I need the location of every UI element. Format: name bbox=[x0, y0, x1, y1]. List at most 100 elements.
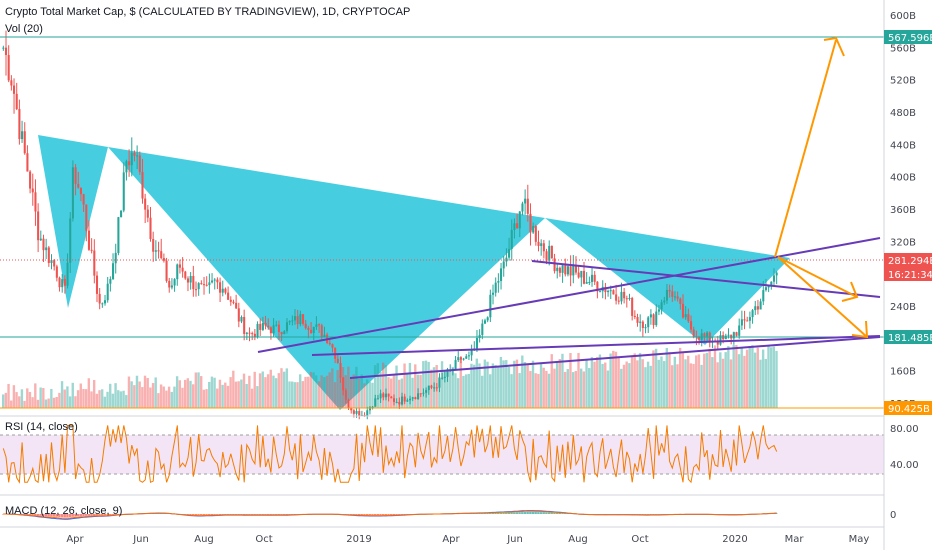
macd-histogram-bar bbox=[55, 514, 58, 517]
candle-body bbox=[419, 393, 422, 395]
candle-body bbox=[438, 377, 441, 388]
volume-bar bbox=[403, 363, 406, 408]
candle-body bbox=[558, 267, 561, 273]
trend-line-upper bbox=[257, 237, 881, 353]
candle-body bbox=[194, 289, 198, 291]
volume-bar bbox=[87, 378, 91, 408]
current-price-badge: 281.294B 16:21:34 bbox=[884, 253, 932, 281]
volume-bar bbox=[414, 364, 417, 408]
volume-bar bbox=[743, 355, 746, 408]
macd-histogram-bar bbox=[205, 514, 208, 516]
volume-bar bbox=[483, 359, 487, 408]
macd-histogram-bar bbox=[101, 514, 104, 516]
candle-body bbox=[291, 320, 294, 322]
time-axis-tick: 2020 bbox=[722, 534, 747, 545]
candle-body bbox=[623, 291, 626, 299]
candle-body bbox=[392, 398, 396, 402]
volume-bar bbox=[371, 382, 374, 408]
low-badge-label: 90.425B bbox=[888, 404, 930, 415]
macd-histogram-bar bbox=[395, 514, 398, 515]
volume-bar bbox=[42, 388, 45, 408]
candle-body bbox=[374, 398, 377, 407]
candle-body bbox=[53, 260, 56, 267]
candle-body bbox=[401, 396, 404, 405]
candle-body bbox=[243, 316, 246, 334]
volume-bar bbox=[692, 363, 695, 408]
volume-bar bbox=[44, 399, 48, 408]
volume-bar bbox=[127, 376, 131, 408]
candle-body bbox=[144, 198, 147, 210]
volume-bar bbox=[264, 377, 267, 408]
volume-bar bbox=[183, 379, 187, 408]
candle-body bbox=[122, 172, 125, 211]
candle-body bbox=[232, 301, 235, 303]
rsi-label: RSI (14, close) bbox=[5, 421, 78, 433]
price-axis-tick: 240B bbox=[890, 302, 916, 313]
volume-bar bbox=[23, 400, 26, 408]
arrow-up-head bbox=[823, 36, 845, 57]
volume-bar bbox=[39, 387, 42, 408]
volume-bar bbox=[189, 380, 192, 408]
price-axis-tick: 480B bbox=[890, 108, 916, 119]
macd-histogram-bar bbox=[357, 514, 361, 516]
price-pane bbox=[0, 30, 884, 420]
candle-body bbox=[304, 323, 307, 329]
candle-body bbox=[494, 282, 497, 293]
volume-bar bbox=[266, 374, 270, 408]
volume-bar bbox=[130, 381, 133, 408]
volume-bar bbox=[406, 372, 409, 408]
volume-bar bbox=[558, 359, 561, 408]
volume-bar bbox=[320, 375, 323, 408]
volume-bar bbox=[539, 362, 543, 408]
volume-bar bbox=[336, 370, 339, 408]
macd-histogram-bar bbox=[376, 514, 379, 516]
volume-label: Vol (20) bbox=[5, 23, 43, 35]
volume-bar bbox=[205, 389, 208, 408]
volume-bar bbox=[331, 368, 334, 408]
macd-histogram-bar bbox=[534, 512, 537, 514]
volume-bar bbox=[7, 383, 10, 408]
volume-bar bbox=[499, 356, 503, 408]
volume-bar bbox=[315, 375, 318, 408]
arrow-up-line bbox=[774, 39, 837, 258]
volume-bar bbox=[194, 372, 198, 408]
candle-body bbox=[387, 393, 390, 397]
macd-histogram-bar bbox=[272, 514, 275, 515]
volume-bar bbox=[617, 357, 620, 408]
candle-body bbox=[676, 296, 679, 299]
candle-body bbox=[352, 410, 355, 414]
volume-bar bbox=[665, 347, 668, 408]
macd-histogram-bar bbox=[505, 512, 508, 514]
volume-bar bbox=[68, 396, 72, 408]
volume-bar bbox=[31, 397, 34, 408]
macd-histogram-bar bbox=[542, 512, 545, 514]
candle-body bbox=[336, 358, 339, 363]
candle-body bbox=[368, 407, 371, 411]
macd-histogram-bar bbox=[515, 512, 519, 514]
candle-body bbox=[219, 282, 222, 293]
volume-bar bbox=[606, 370, 610, 408]
support-badge: 181.485B bbox=[884, 330, 932, 344]
macd-histogram-bar bbox=[79, 514, 82, 517]
rsi-axis-labels: 80.00 40.00 bbox=[890, 424, 919, 471]
low-badge: 90.425B bbox=[884, 401, 932, 415]
volume-bar bbox=[654, 348, 658, 408]
candle-body bbox=[224, 288, 227, 293]
volume-bar bbox=[119, 391, 123, 408]
volume-bar bbox=[95, 393, 99, 408]
trend-line-descending bbox=[531, 260, 881, 298]
macd-histogram-bar bbox=[526, 511, 529, 514]
candle-body bbox=[740, 319, 743, 326]
volume-bar bbox=[687, 355, 690, 408]
candle-body bbox=[63, 279, 66, 286]
candle-body bbox=[767, 286, 770, 288]
macd-histogram-bar bbox=[52, 514, 56, 517]
volume-bar bbox=[513, 360, 516, 408]
arrow-down-line bbox=[777, 256, 868, 338]
candle-body bbox=[403, 396, 406, 402]
volume-bar bbox=[200, 376, 203, 408]
volume-bar bbox=[299, 374, 302, 408]
macd-histogram-bar bbox=[521, 512, 524, 514]
candle-body bbox=[446, 370, 449, 377]
candle-body bbox=[13, 85, 16, 94]
